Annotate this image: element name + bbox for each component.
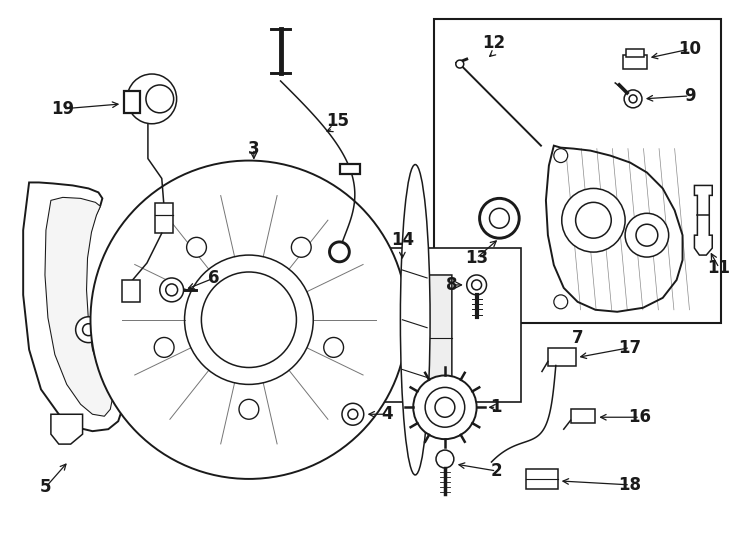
Text: 15: 15	[327, 112, 349, 130]
Text: 7: 7	[572, 329, 584, 347]
Text: 11: 11	[708, 259, 730, 277]
Ellipse shape	[400, 165, 430, 475]
Circle shape	[472, 280, 482, 290]
Bar	[623, 55, 647, 69]
Text: 13: 13	[465, 249, 488, 267]
Polygon shape	[402, 275, 452, 394]
Text: 6: 6	[208, 269, 220, 287]
Text: 12: 12	[482, 34, 505, 52]
Bar	[341, 164, 360, 174]
Circle shape	[330, 242, 349, 262]
Circle shape	[166, 284, 178, 296]
Circle shape	[490, 208, 509, 228]
Bar	[526, 469, 558, 489]
Circle shape	[562, 188, 625, 252]
Text: 2: 2	[490, 462, 502, 480]
Circle shape	[291, 238, 311, 257]
Bar	[122, 280, 140, 302]
Polygon shape	[51, 414, 82, 444]
Circle shape	[435, 397, 455, 417]
Circle shape	[479, 198, 519, 238]
Polygon shape	[353, 268, 396, 387]
Polygon shape	[23, 183, 122, 431]
Circle shape	[186, 238, 206, 257]
Circle shape	[629, 95, 637, 103]
Circle shape	[239, 400, 259, 419]
Bar	[434, 19, 722, 323]
Bar	[626, 49, 644, 57]
Circle shape	[90, 160, 407, 479]
Circle shape	[82, 323, 95, 336]
Text: 5: 5	[40, 478, 51, 496]
Circle shape	[425, 387, 465, 427]
Circle shape	[636, 224, 658, 246]
Text: 1: 1	[490, 399, 502, 416]
Text: 3: 3	[248, 140, 260, 158]
Circle shape	[554, 148, 567, 163]
Circle shape	[413, 375, 476, 439]
Text: 8: 8	[446, 276, 457, 294]
Bar	[570, 409, 595, 423]
Polygon shape	[45, 198, 112, 416]
Bar	[548, 348, 575, 366]
Circle shape	[436, 450, 454, 468]
Circle shape	[348, 409, 357, 419]
Polygon shape	[546, 146, 683, 312]
Circle shape	[184, 255, 313, 384]
Circle shape	[342, 403, 364, 425]
Circle shape	[554, 295, 567, 309]
Circle shape	[467, 275, 487, 295]
Circle shape	[76, 317, 101, 342]
Text: 19: 19	[51, 100, 74, 118]
Circle shape	[575, 202, 611, 238]
Text: 18: 18	[619, 476, 642, 494]
Circle shape	[456, 60, 464, 68]
Bar	[333, 248, 521, 402]
Circle shape	[624, 90, 642, 108]
Circle shape	[160, 278, 184, 302]
Circle shape	[201, 272, 297, 368]
Text: 14: 14	[390, 231, 414, 249]
Polygon shape	[694, 185, 712, 255]
Bar	[124, 91, 140, 113]
Text: 17: 17	[619, 339, 642, 356]
Text: 9: 9	[683, 87, 695, 105]
Circle shape	[324, 338, 344, 357]
Bar	[155, 204, 172, 233]
Circle shape	[154, 338, 174, 357]
Text: 4: 4	[382, 405, 393, 423]
Circle shape	[625, 213, 669, 257]
Text: 10: 10	[678, 40, 701, 58]
Text: 16: 16	[628, 408, 652, 426]
